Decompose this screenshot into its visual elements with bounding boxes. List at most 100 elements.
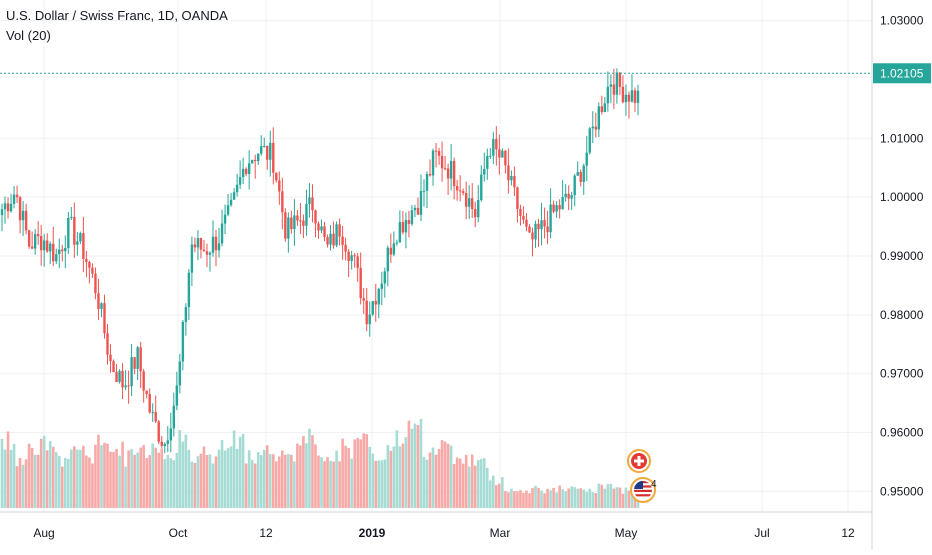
volume-bar [226, 448, 230, 508]
volume-bar [489, 480, 492, 508]
volume-bar [404, 437, 408, 508]
candle-body [157, 421, 160, 442]
candle-body [154, 412, 157, 422]
y-tick-label: 0.96000 [880, 426, 924, 440]
candle-body [169, 428, 172, 441]
volume-bar [612, 488, 616, 508]
candle-body [543, 220, 546, 227]
candle-body [419, 191, 423, 215]
candle-body [422, 190, 426, 192]
candle-body [636, 90, 640, 103]
candle-body [519, 208, 522, 216]
candle-body [452, 160, 456, 187]
candle-body [64, 247, 67, 252]
candle-body [70, 217, 73, 219]
candle-body [187, 272, 191, 308]
candle-body [537, 223, 540, 230]
candle-body [214, 236, 218, 251]
candle-body [220, 223, 224, 244]
x-tick-label: 2019 [359, 526, 386, 540]
current-price-label-bg [873, 63, 931, 84]
candle-body [266, 146, 269, 160]
volume-bar [482, 458, 486, 508]
candle-body [335, 224, 338, 246]
symbol-title[interactable]: U.S. Dollar / Swiss Franc, 1D, OANDA [6, 8, 228, 23]
volume-bar [54, 452, 58, 508]
swiss-flag-event-icon[interactable] [627, 449, 651, 473]
volume-bar [241, 433, 245, 508]
volume-bar [528, 493, 531, 508]
candle-body [67, 217, 70, 248]
candle-body [474, 209, 477, 218]
candle-body [229, 199, 233, 206]
volume-bar [534, 485, 537, 508]
candle-body [564, 193, 567, 198]
volume-bar [365, 434, 369, 508]
candle-body [603, 103, 607, 112]
candle-body [193, 244, 197, 248]
candle-body [579, 172, 582, 182]
volume-bar [543, 493, 546, 508]
volume-bar [458, 458, 462, 508]
volume-bar [476, 460, 480, 508]
candle-body [489, 155, 492, 157]
event-count-badge: 4 [651, 479, 657, 490]
candle-body [558, 205, 561, 210]
volume-bar [214, 456, 218, 508]
volume-bar [305, 443, 308, 508]
candle-body [510, 176, 513, 181]
volume-bar [190, 461, 194, 508]
volume-bar [205, 455, 209, 508]
volume-bar [154, 447, 158, 508]
event-markers[interactable]: 4 [627, 449, 657, 503]
volume-bar [63, 457, 67, 508]
candle-body [588, 128, 591, 153]
volume-bar [618, 487, 622, 508]
volume-bar [516, 491, 519, 508]
volume-bar [449, 445, 453, 508]
candle-body [12, 194, 16, 204]
us-flag-event-icon[interactable] [630, 477, 656, 503]
volume-bar [6, 431, 10, 508]
current-price-line: 1.02105 [0, 63, 931, 84]
candle-body [97, 293, 100, 310]
candle-body [627, 94, 631, 102]
volume-bar [371, 453, 375, 508]
candle-body [630, 90, 634, 102]
candle-body [504, 150, 507, 166]
volume-bar [142, 445, 145, 508]
candle-body [27, 230, 31, 247]
volume-indicator-label[interactable]: Vol (20) [6, 28, 51, 43]
candle-body [100, 303, 103, 310]
volume-bar [79, 449, 82, 508]
volume-bar [302, 436, 305, 508]
candle-body [431, 150, 435, 176]
candle-body [106, 333, 109, 355]
candle-body [477, 200, 480, 218]
candle-body [184, 307, 188, 322]
candle-body [103, 303, 106, 334]
volume-bar [67, 458, 70, 508]
candle-body [130, 357, 133, 387]
volume-bar [118, 455, 121, 508]
candle-body [299, 220, 302, 222]
volume-bar [314, 444, 317, 508]
candle-body [133, 357, 136, 369]
candle-body [383, 271, 387, 284]
x-tick-label: Mar [490, 526, 511, 540]
candle-body [190, 244, 194, 273]
candle-body [446, 168, 450, 179]
candle-body [386, 247, 390, 272]
candle-body [576, 172, 579, 176]
volume-bar [250, 459, 254, 508]
candle-body [317, 223, 320, 231]
volume-bar [323, 461, 326, 508]
volume-bar [332, 461, 335, 508]
candle-body [531, 232, 534, 240]
volume-bar [630, 490, 634, 508]
candle-body [226, 205, 230, 215]
candle-body [407, 220, 411, 224]
volume-bar [42, 435, 46, 508]
